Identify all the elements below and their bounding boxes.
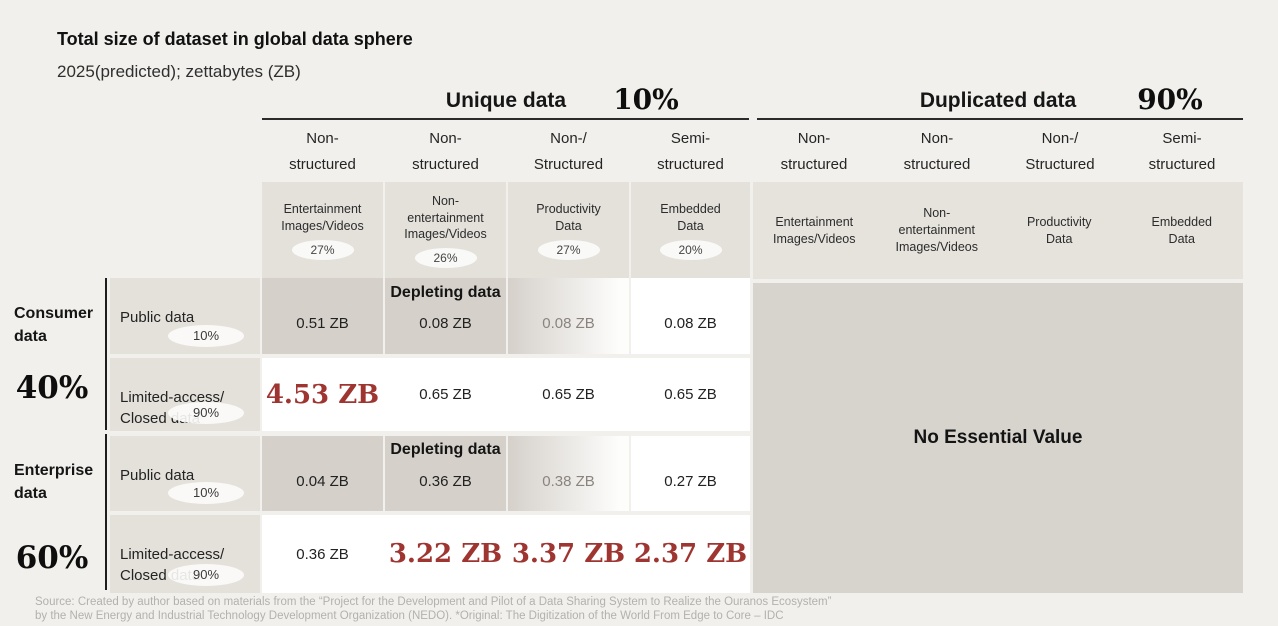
category-cell-entertainment: Entertainment Images/Videos 27% <box>262 182 383 279</box>
row-label-text: Limited-access/ Closed data <box>120 389 225 427</box>
value-cell: 0.08 ZB <box>664 315 717 332</box>
row-group-label-consumer: Consumer data <box>14 305 94 346</box>
category-label: Entertainment Images/Videos <box>281 202 364 233</box>
row-label-text: Public data <box>120 309 195 326</box>
value-cell-highlight: 3.37 ZB <box>511 539 626 569</box>
share-badge: 90% <box>168 402 244 424</box>
category-label: Non- entertainment Images/Videos <box>895 206 978 254</box>
column-header-unique-2: Non- structured <box>412 130 479 173</box>
source-note-line1: Source: Created by author based on mater… <box>35 596 832 608</box>
cell-bg-gradient <box>508 278 629 354</box>
cell-bg <box>385 278 506 354</box>
row-group-share-enterprise: 60% <box>15 540 89 576</box>
category-cell-embedded: Embedded Data 20% <box>631 182 750 279</box>
row-label-enterprise-limited: Limited-access/ Closed data 90% <box>110 515 260 593</box>
share-badge: 26% <box>414 248 477 269</box>
value-cell: 0.38 ZB <box>542 472 595 490</box>
category-label: Embedded Data <box>1151 214 1212 246</box>
share-badge: 10% <box>168 482 244 504</box>
no-essential-value-label: No Essential Value <box>913 427 1083 448</box>
value-cell: 0.04 ZB <box>296 472 349 490</box>
row-bg <box>262 358 750 431</box>
value-cell: 0.08 ZB <box>542 315 595 332</box>
duplicated-share: 90% <box>1137 83 1203 116</box>
value-cell: 0.65 ZB <box>542 386 595 403</box>
depleting-note: Depleting data <box>390 441 501 458</box>
cell-bg <box>385 436 506 511</box>
category-label: Productivity Data <box>1026 214 1092 246</box>
value-cell: 0.36 ZB <box>419 472 472 490</box>
value-cell: 0.65 ZB <box>419 386 472 403</box>
category-label: Entertainment Images/Videos <box>773 214 856 246</box>
value-cell-highlight: 4.53 ZB <box>265 379 380 410</box>
unique-share: 10% <box>613 83 679 116</box>
share-badge: 27% <box>537 239 600 260</box>
column-header-unique-1: Non- structured <box>289 130 356 173</box>
column-header-unique-3: Non-/ Structured <box>533 130 604 173</box>
duplicated-data-header: Duplicated data <box>919 89 1077 112</box>
unique-data-header: Unique data <box>445 89 567 112</box>
row-label-consumer-limited: Limited-access/ Closed data 90% <box>110 358 260 431</box>
column-header-duplicated-3: Non-/ Structured <box>1025 130 1095 173</box>
category-label: Non- entertainment Images/Videos <box>404 193 487 242</box>
cell-bg <box>631 436 750 511</box>
duplicated-data-block: No Essential Value <box>753 283 1243 593</box>
row-label-text: Public data <box>120 467 195 484</box>
cell-bg-gradient <box>508 436 629 511</box>
column-header-duplicated-1: Non- structured <box>780 130 848 173</box>
unique-header-underline <box>262 118 749 120</box>
share-badge: 27% <box>291 239 354 260</box>
cell-bg <box>631 278 750 354</box>
value-cell: 0.65 ZB <box>664 386 717 403</box>
value-cell-highlight: 3.22 ZB <box>388 539 503 569</box>
value-cell: 0.36 ZB <box>296 545 349 563</box>
column-header-duplicated-2: Non- structured <box>903 130 971 173</box>
share-badge: 20% <box>659 239 722 260</box>
row-group-share-consumer: 40% <box>15 370 89 406</box>
cell-bg <box>262 278 383 354</box>
category-cell-productivity: Productivity Data 27% <box>508 182 629 279</box>
consumer-group-divider <box>105 278 107 430</box>
source-note-line2: by the New Energy and Industrial Technol… <box>35 610 784 622</box>
category-label: Productivity Data <box>536 202 601 233</box>
cell-bg <box>262 436 383 511</box>
enterprise-group-divider <box>105 434 107 590</box>
share-badge: 10% <box>168 325 244 347</box>
page-title: Total size of dataset in global data sph… <box>57 29 413 49</box>
page-subtitle: 2025(predicted); zettabytes (ZB) <box>57 62 301 81</box>
row-bg <box>262 515 750 593</box>
column-header-unique-4: Semi- structured <box>657 130 724 173</box>
row-group-label-enterprise: Enterprise data <box>14 462 94 503</box>
column-header-duplicated-4: Semi- structured <box>1148 130 1216 173</box>
depleting-note: Depleting data <box>390 284 501 301</box>
category-label: Embedded Data <box>660 202 721 233</box>
duplicated-header-underline <box>757 118 1243 120</box>
row-label-consumer-public: Public data 10% <box>110 278 260 354</box>
duplicated-category-strip: Entertainment Images/Videos Non- enterta… <box>753 182 1243 279</box>
share-badge: 90% <box>168 564 244 586</box>
value-cell-highlight: 2.37 ZB <box>633 539 748 569</box>
row-label-enterprise-public: Public data 10% <box>110 436 260 511</box>
value-cell: 0.08 ZB <box>419 315 472 332</box>
value-cell: 0.27 ZB <box>664 472 717 490</box>
value-cell: 0.51 ZB <box>296 315 349 332</box>
category-cell-non-entertainment: Non- entertainment Images/Videos 26% <box>385 182 506 279</box>
